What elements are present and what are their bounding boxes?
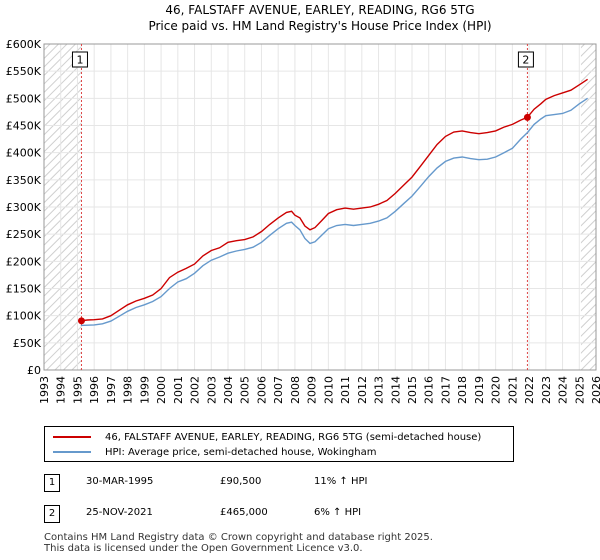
x-tick-label: 2025 — [573, 376, 586, 404]
sale-box-label-1: 1 — [76, 54, 83, 67]
legend-item-property: 46, FALSTAFF AVENUE, EARLEY, READING, RG… — [53, 430, 481, 444]
x-tick-label: 2003 — [205, 376, 218, 404]
x-tick-label: 1993 — [38, 376, 51, 404]
x-tick-label: 2000 — [155, 376, 168, 404]
sale-hpi-2: 6% ↑ HPI — [314, 507, 362, 518]
x-tick-label: 2019 — [473, 376, 486, 404]
sale-row-1: 1 30-MAR-1995 £90,500 11% ↑ HPI — [44, 474, 584, 492]
x-tick-label: 2023 — [540, 376, 553, 404]
y-tick-label: £550K — [6, 65, 42, 78]
x-tick-label: 1999 — [138, 376, 151, 404]
x-tick-label: 2013 — [373, 376, 386, 404]
y-tick-label: £0 — [27, 364, 41, 377]
sale-date-1: 30-MAR-1995 — [86, 476, 154, 487]
plot-frame — [43, 43, 597, 371]
x-tick-label: 2001 — [172, 376, 185, 404]
y-tick-label: £100K — [6, 310, 42, 323]
sale-hpi-1: 11% ↑ HPI — [314, 476, 368, 487]
x-tick-label: 1998 — [122, 376, 135, 404]
y-tick-label: £200K — [6, 255, 42, 268]
legend-label-hpi: HPI: Average price, semi-detached house,… — [105, 446, 377, 458]
legend-label-property: 46, FALSTAFF AVENUE, EARLEY, READING, RG… — [105, 431, 482, 443]
sale-price-2: £465,000 — [220, 507, 268, 518]
chart-title: 46, FALSTAFF AVENUE, EARLEY, READING, RG… — [165, 3, 474, 17]
legend-swatch-hpi — [53, 451, 91, 453]
sale-row-2: 2 25-NOV-2021 £465,000 6% ↑ HPI — [44, 505, 584, 523]
y-tick-label: £450K — [6, 120, 42, 133]
sale-box-label-2: 2 — [522, 54, 529, 67]
x-tick-label: 2015 — [406, 376, 419, 404]
x-tick-label: 2009 — [306, 376, 319, 404]
y-tick-label: £250K — [6, 228, 42, 241]
sale-marker-2: 2 — [44, 505, 60, 523]
x-tick-label: 2006 — [255, 376, 268, 404]
x-tick-label: 2020 — [490, 376, 503, 404]
x-tick-label: 2024 — [557, 376, 570, 404]
legend-item-hpi: HPI: Average price, semi-detached house,… — [53, 445, 376, 459]
sale-date-2: 25-NOV-2021 — [86, 507, 153, 518]
plot-area: £0 £50K £100K £150K £200K £250K £300K £350K £400… — [6, 38, 600, 404]
x-tick-label: 2004 — [222, 376, 235, 404]
x-tick-label: 2014 — [389, 376, 402, 404]
y-tick-label: £50K — [13, 337, 42, 350]
sale-box-2 — [517, 51, 534, 68]
sale-point-2 — [523, 113, 531, 121]
y-tick-label: £150K — [6, 283, 42, 296]
x-tick-label: 2011 — [339, 376, 352, 404]
y-tick-label: £600K — [6, 38, 42, 51]
x-tick-label: 1996 — [88, 376, 101, 404]
y-tick-label: £400K — [6, 147, 42, 160]
sale-box-1 — [71, 51, 88, 68]
x-tick-label: 2016 — [423, 376, 436, 404]
x-tick-label: 2012 — [356, 376, 369, 404]
x-tick-label: 2022 — [523, 376, 536, 404]
x-tick-label: 2026 — [590, 376, 600, 404]
x-tick-label: 2017 — [439, 376, 452, 404]
legend: 46, FALSTAFF AVENUE, EARLEY, READING, RG… — [44, 426, 514, 462]
series-line-hpi — [80, 97, 588, 327]
x-tick-label: 1994 — [55, 376, 68, 404]
x-tick-label: 2018 — [456, 376, 469, 404]
x-tick-label: 2002 — [189, 376, 202, 404]
footer-line-1: Contains HM Land Registry data © Crown c… — [44, 532, 433, 543]
sale-marker-1: 1 — [44, 474, 60, 492]
x-tick-label: 2005 — [239, 376, 252, 404]
x-tick-label: 2007 — [272, 376, 285, 404]
y-tick-label: £350K — [6, 174, 42, 187]
x-tick-label: 2008 — [289, 376, 302, 404]
legend-swatch-property — [53, 436, 91, 438]
sale-point-1 — [77, 317, 85, 325]
series-line-property — [80, 78, 588, 322]
x-tick-label: 2010 — [322, 376, 335, 404]
footer-line-2: This data is licensed under the Open Gov… — [44, 543, 363, 554]
y-tick-label: £500K — [6, 92, 42, 105]
x-tick-label: 2021 — [506, 376, 519, 404]
price-chart: 46, FALSTAFF AVENUE, EARLEY, READING, RG… — [6, 3, 600, 404]
x-tick-label: 1995 — [71, 376, 84, 404]
y-tick-label: £300K — [6, 201, 42, 214]
chart-subtitle: Price paid vs. HM Land Registry's House … — [148, 19, 491, 33]
x-tick-label: 1997 — [105, 376, 118, 404]
sale-price-1: £90,500 — [220, 476, 262, 487]
footer: Contains HM Land Registry data © Crown c… — [44, 532, 433, 554]
